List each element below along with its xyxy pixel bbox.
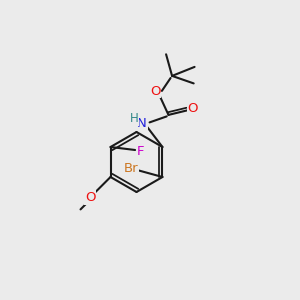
Text: Br: Br (123, 162, 138, 175)
Text: O: O (187, 101, 198, 115)
Text: N: N (137, 117, 147, 130)
Text: O: O (150, 85, 160, 98)
Text: H: H (130, 112, 138, 125)
Text: O: O (85, 191, 95, 204)
Text: F: F (137, 145, 144, 158)
